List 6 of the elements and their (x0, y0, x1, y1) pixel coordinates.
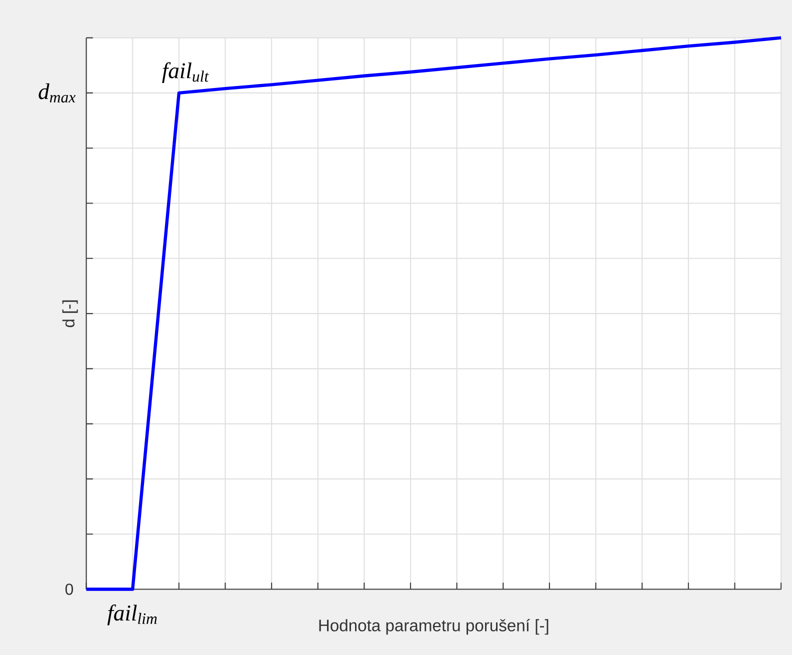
annotation: fail$_{ult}$ (162, 62, 209, 84)
text: 0 (65, 584, 74, 595)
y-axis-title: d [-] (62, 300, 78, 328)
text: d$_{max}$ (38, 83, 76, 103)
text: fail$_{lim}$ (107, 604, 157, 626)
x-axis-title: Hodnota parametru porušení [-] (319, 619, 548, 635)
